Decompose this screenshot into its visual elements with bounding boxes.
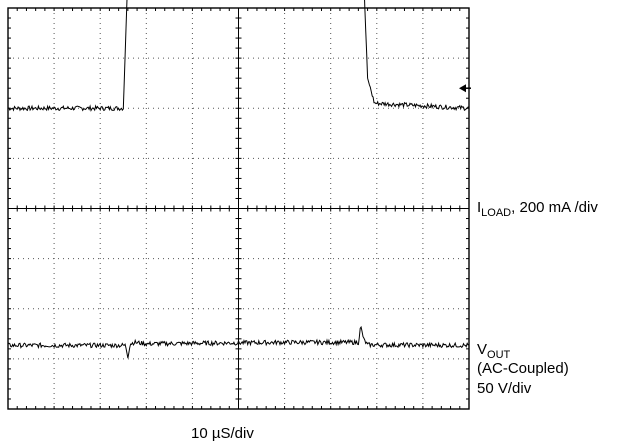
trace-iload — [7, 0, 470, 112]
series-label-iload: ILOAD, 200 mA /div — [477, 199, 598, 219]
series-label-vout-coupling: (AC-Coupled) — [477, 360, 569, 377]
trace-vout — [7, 325, 470, 359]
series-label-vout: VOUT — [477, 341, 511, 361]
trigger-marker — [459, 84, 471, 93]
x-axis-label: 10 µS/div — [191, 425, 254, 442]
grid — [7, 7, 470, 410]
trigger-arrow-head — [459, 84, 466, 93]
series-label-vout-scale: 50 V/div — [477, 380, 532, 397]
traces — [7, 0, 470, 359]
